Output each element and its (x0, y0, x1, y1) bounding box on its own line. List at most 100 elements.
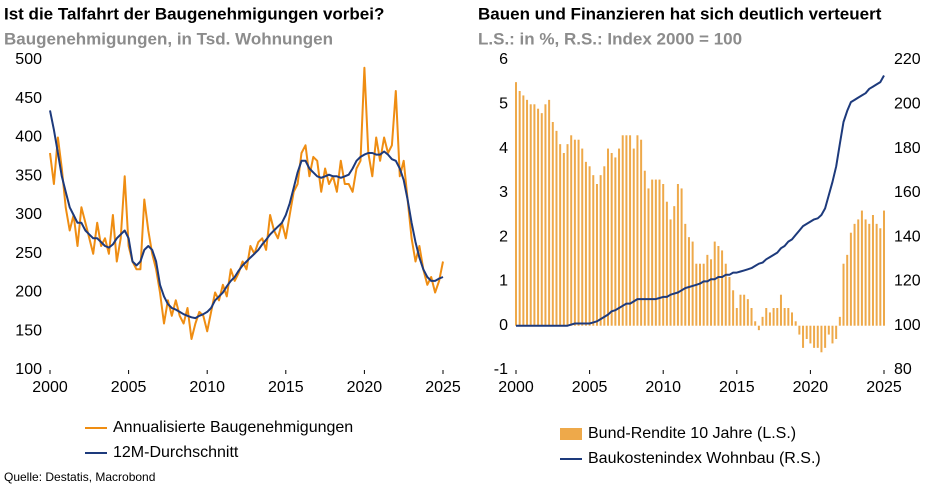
bar (772, 308, 775, 326)
x-tick-label: 2005 (572, 379, 608, 396)
legend-label: Baukostenindex Wohnbau (R.S.) (588, 450, 821, 467)
bar (551, 122, 554, 326)
bar (629, 135, 632, 326)
bar (798, 325, 801, 335)
bar (555, 130, 558, 326)
legend-swatch (560, 428, 582, 440)
y-tick-label: 350 (15, 167, 42, 184)
y-tick-label: 5 (499, 96, 508, 113)
bar (643, 170, 646, 326)
bar (573, 139, 576, 326)
y-tick-label: 0 (499, 317, 508, 334)
bar (805, 325, 808, 339)
bar (595, 184, 598, 326)
bar (710, 259, 713, 326)
bar (732, 290, 735, 326)
series-line (516, 75, 885, 327)
bar (724, 263, 727, 326)
bar (761, 316, 764, 326)
y2-tick-label: 80 (894, 361, 912, 378)
bar (750, 308, 753, 326)
bar (835, 325, 838, 339)
y2-tick-label: 180 (894, 140, 921, 157)
bar (794, 321, 797, 326)
legend-label: Annualisierte Baugenehmigungen (113, 419, 353, 436)
legend-label: Bund-Rendite 10 Jahre (L.S.) (588, 425, 796, 442)
bar (853, 223, 856, 326)
bar (515, 82, 517, 326)
bar (879, 228, 882, 326)
y-tick-label: 150 (15, 322, 42, 339)
x-tick-label: 2010 (645, 379, 681, 396)
x-tick-label: 2025 (425, 379, 461, 396)
bar (787, 308, 790, 326)
y-tick-label: 2 (499, 228, 508, 245)
bar (676, 184, 679, 326)
bar (820, 325, 823, 353)
bar (827, 325, 830, 335)
bar (706, 254, 709, 326)
x-tick-label: 2000 (498, 379, 534, 396)
series-line (49, 66, 444, 340)
chart-title: Bauen und Finanzieren hat sich deutlich … (478, 4, 882, 23)
bar (846, 254, 849, 326)
y-tick-label: 400 (15, 129, 42, 146)
bar (662, 184, 665, 326)
x-tick-label: 2010 (189, 379, 225, 396)
bar (632, 148, 635, 326)
bar (588, 166, 591, 326)
bar (739, 294, 742, 326)
bar (691, 241, 694, 326)
bar (735, 308, 738, 326)
bar (728, 277, 731, 326)
x-tick-label: 2000 (32, 379, 68, 396)
bar (548, 99, 551, 326)
bar (757, 325, 760, 331)
bar (868, 223, 871, 326)
bar (871, 215, 874, 326)
bar (680, 188, 683, 326)
bar (860, 210, 863, 326)
bar (842, 263, 845, 326)
bar (702, 263, 705, 326)
bar (875, 223, 878, 326)
bar (831, 325, 834, 344)
y2-tick-label: 100 (894, 317, 921, 334)
bar (603, 166, 606, 326)
bar (614, 157, 617, 326)
bar (651, 179, 654, 326)
bar (518, 91, 521, 326)
y2-tick-label: 220 (894, 51, 921, 68)
y-tick-label: 4 (499, 140, 508, 157)
x-tick-label: 2020 (347, 379, 383, 396)
bar (599, 175, 602, 326)
bar (562, 153, 565, 326)
bar (746, 299, 749, 326)
bar (791, 312, 793, 326)
bar (522, 95, 525, 326)
bar (816, 325, 819, 348)
bar (610, 153, 613, 326)
legend-label: 12M-Durchschnitt (113, 444, 239, 461)
bar (526, 99, 529, 326)
bar (581, 148, 584, 326)
bar (824, 325, 827, 348)
bar (669, 219, 672, 326)
bar (768, 312, 771, 326)
bar (754, 321, 757, 326)
bar (809, 325, 812, 344)
bar (849, 232, 852, 326)
y2-tick-label: 200 (894, 96, 921, 113)
bar (713, 241, 716, 326)
bar (647, 188, 650, 326)
y2-tick-label: 120 (894, 273, 921, 290)
bar (743, 294, 746, 326)
chart-subtitle: Baugenehmigungen, in Tsd. Wohnungen (4, 29, 333, 48)
bar (802, 325, 805, 348)
y-tick-label: 6 (499, 51, 508, 68)
bar (544, 104, 547, 326)
y-tick-label: 250 (15, 245, 42, 262)
bar (625, 135, 628, 326)
